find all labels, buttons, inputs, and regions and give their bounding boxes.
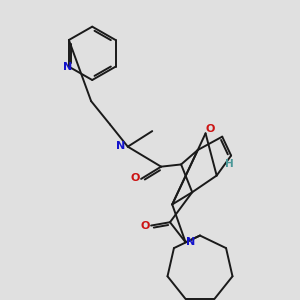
Text: N: N: [63, 62, 72, 72]
Text: O: O: [205, 124, 215, 134]
Text: H: H: [224, 159, 233, 170]
Text: N: N: [116, 141, 126, 151]
Text: O: O: [141, 220, 150, 231]
Text: O: O: [131, 173, 140, 183]
Text: N: N: [187, 237, 196, 247]
